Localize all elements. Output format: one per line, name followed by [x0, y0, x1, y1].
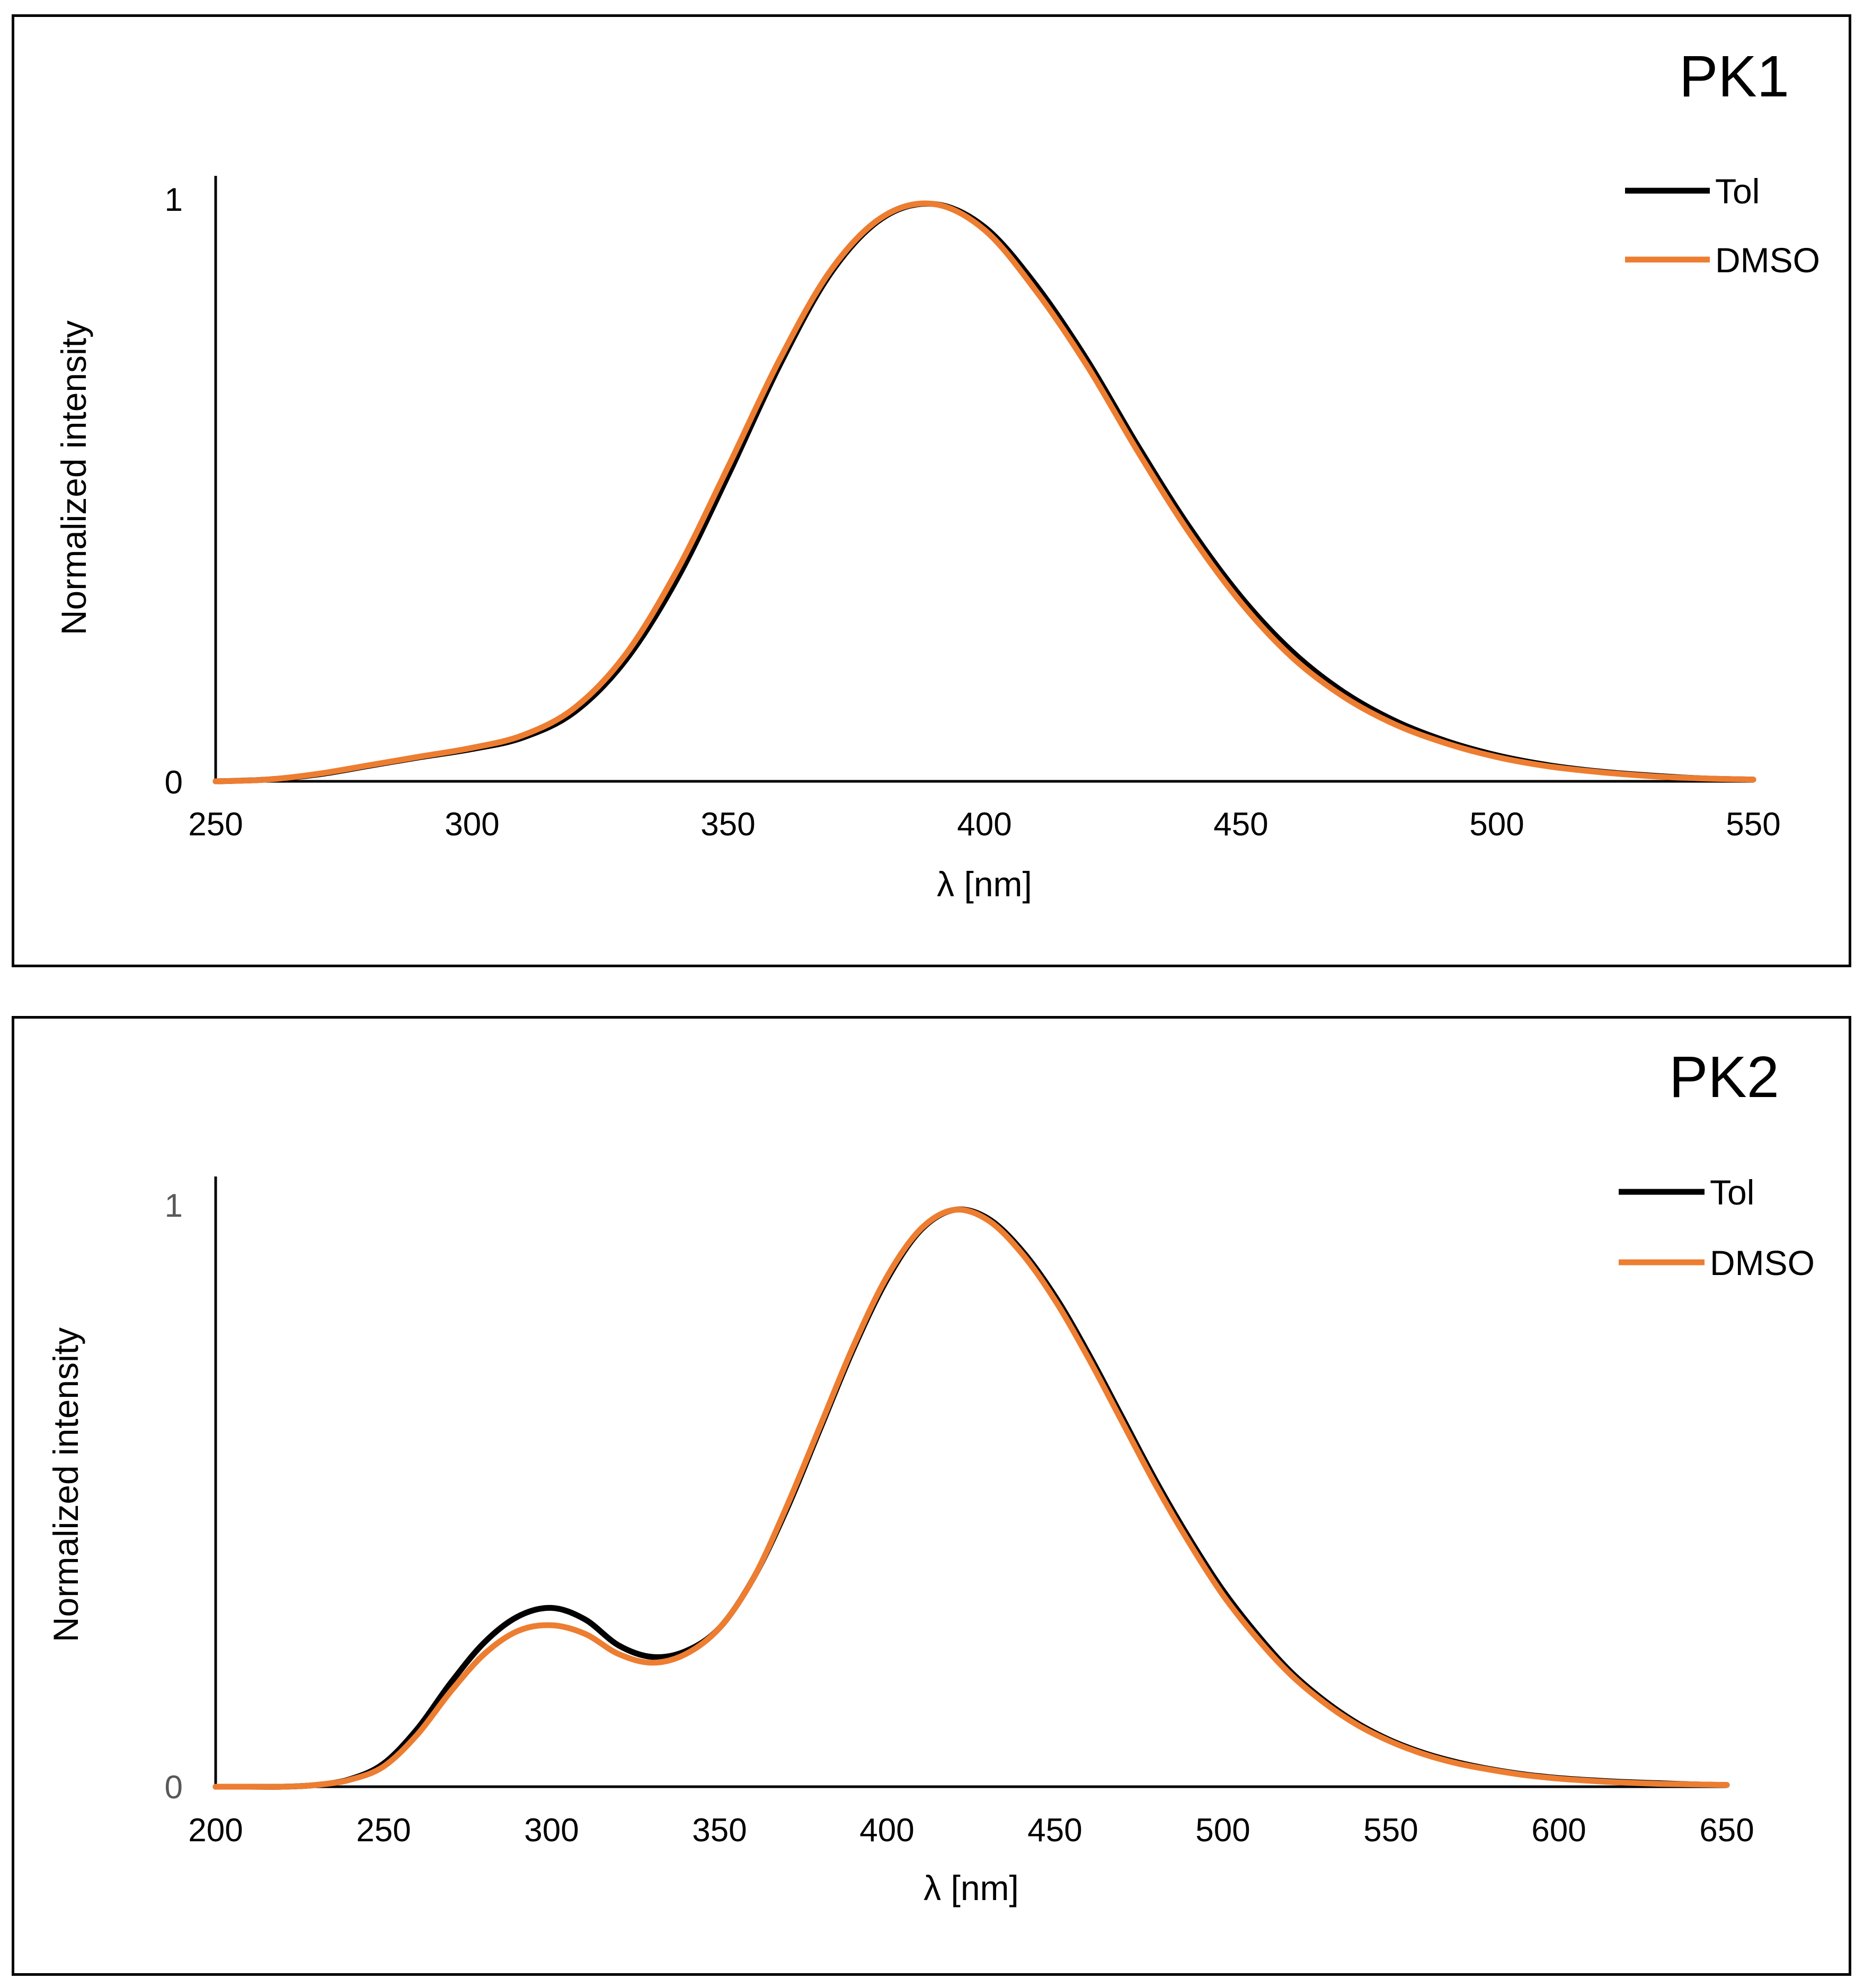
x-tick-label: 500: [1469, 806, 1524, 843]
chart-panel-pk2: PK2 0 1 200 250 300 350 400 450 500 550 …: [12, 1016, 1851, 1976]
x-tick-label: 300: [445, 806, 499, 843]
chart-pk1-svg: PK1 0 1 250 300 350 400 450 500 550 λ [n…: [54, 44, 1820, 904]
x-tick-label: 550: [1726, 806, 1780, 843]
y-axis-label: Normalized intensity: [54, 320, 93, 635]
x-axis-label: λ [nm]: [924, 1868, 1019, 1907]
x-tick-label: 250: [188, 806, 243, 843]
y-tick-label: 0: [165, 1769, 183, 1806]
x-tick-label: 250: [356, 1812, 411, 1849]
legend-label-tol: Tol: [1715, 172, 1760, 211]
x-tick-label: 400: [957, 806, 1011, 843]
x-tick-label: 200: [188, 1812, 243, 1849]
chart-pk2-svg: PK2 0 1 200 250 300 350 400 450 500 550 …: [46, 1045, 1815, 1907]
x-tick-label: 600: [1531, 1812, 1586, 1849]
x-tick-label: 350: [692, 1812, 747, 1849]
x-tick-label: 550: [1363, 1812, 1418, 1849]
y-tick-label: 0: [165, 764, 183, 801]
chart-title: PK2: [1669, 1045, 1779, 1110]
x-tick-label: 450: [1213, 806, 1268, 843]
y-tick-label: 1: [165, 1188, 183, 1224]
chart-panel-pk1: PK1 0 1 250 300 350 400 450 500 550 λ [n…: [12, 14, 1851, 967]
series-line-tol: [212, 201, 1756, 784]
legend-label-dmso: DMSO: [1715, 240, 1820, 280]
x-tick-label: 450: [1027, 1812, 1082, 1849]
x-tick-label: 400: [859, 1812, 914, 1849]
x-tick-label: 500: [1195, 1812, 1250, 1849]
x-tick-label: 300: [524, 1812, 579, 1849]
x-tick-label: 350: [700, 806, 755, 843]
chart-title: PK1: [1679, 44, 1789, 109]
y-axis-label: Normalized intensity: [46, 1327, 85, 1642]
y-tick-label: 1: [165, 182, 183, 218]
legend-label-tol: Tol: [1710, 1173, 1754, 1212]
x-axis-label: λ [nm]: [937, 864, 1032, 904]
series-line-dmso: [212, 1207, 1730, 1790]
x-tick-label: 650: [1699, 1812, 1754, 1849]
legend-label-dmso: DMSO: [1710, 1243, 1815, 1282]
series-line-dmso: [212, 200, 1756, 784]
